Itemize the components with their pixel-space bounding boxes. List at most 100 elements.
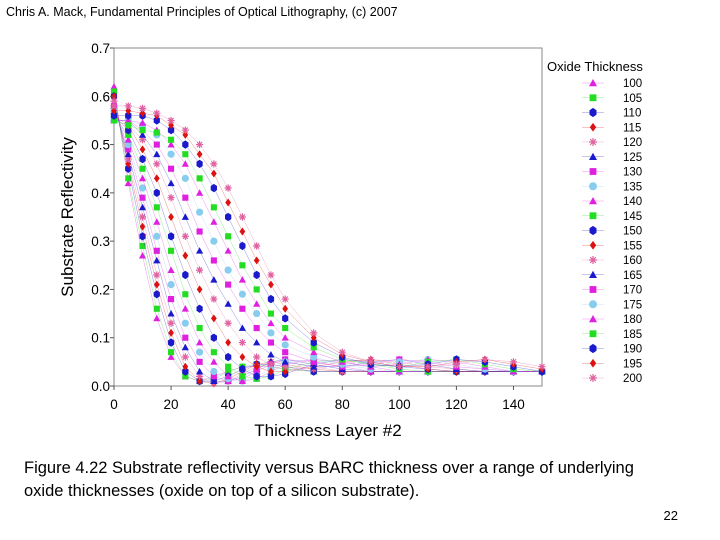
legend-marker [589,152,597,160]
legend-item-120: 120 [582,137,642,149]
legend-marker [589,240,597,250]
data-point [196,159,203,168]
legend-label: 105 [623,93,642,105]
x-tick-label: 0 [110,397,118,412]
y-tick-label: 0.4 [91,186,110,201]
data-point [225,352,232,362]
data-point [153,141,160,148]
data-point [282,304,289,313]
data-point [139,242,146,250]
legend-marker [589,168,597,175]
data-point [210,373,217,380]
x-tick-label: 100 [388,397,411,412]
figure-caption: Figure 4.22 Substrate reflectivity versu… [24,457,704,503]
data-point [167,338,175,347]
data-point [138,213,147,221]
data-point [225,212,232,222]
legend-label: 140 [623,196,642,208]
source-citation: Chris A. Mack, Fundamental Principles of… [6,5,398,19]
series-200 [110,102,546,371]
data-point [167,179,175,187]
data-marks [110,83,546,388]
data-point [267,271,275,279]
data-point [238,377,246,385]
data-point [267,360,275,368]
caption-line-2: oxide thicknesses (oxide on top of a sil… [24,482,420,500]
data-point [239,365,246,374]
data-point [181,126,189,134]
data-point [167,232,175,241]
series-line [114,105,543,367]
data-point [167,309,175,317]
data-point [253,286,260,293]
legend-item-180: 180 [582,314,642,326]
data-point [267,319,275,327]
series-line [113,120,543,372]
legend-label: 170 [623,285,642,297]
legend-item-160: 160 [582,255,642,267]
y-axis: 0.0 0.1 0.2 0.3 0.4 0.5 0.6 0.7 [91,41,114,394]
legend-marker [589,256,597,264]
data-point [225,281,232,288]
data-point [239,241,246,251]
data-point [125,131,132,138]
data-point [238,276,246,283]
x-axis: 0 20 40 60 80 100 120 140 [110,386,525,412]
data-point [139,194,146,201]
data-point [153,280,160,289]
legend-marker [589,197,597,205]
y-axis-label: Substrate Reflectivity [58,137,77,297]
legend-marker [589,107,597,118]
legend-item-135: 135 [582,181,642,193]
legend-label: 115 [623,122,641,134]
data-point [182,291,189,298]
legend-marker [589,138,597,146]
legend-item-150: 150 [582,226,642,238]
data-point [153,160,161,168]
page-number: 22 [663,508,678,523]
data-point [238,213,246,221]
legend-marker [589,374,597,382]
data-point [168,121,174,130]
legend-marker [589,300,597,309]
data-point [310,329,318,337]
data-point [153,109,161,117]
data-point [181,319,189,327]
legend-item-125: 125 [582,152,642,164]
data-point [196,324,203,332]
series-line [114,115,543,372]
data-point [139,145,146,154]
data-point [182,362,189,371]
data-point [138,131,147,138]
data-point [182,151,189,158]
data-point [281,334,289,341]
data-point [168,165,175,172]
data-point [110,97,118,105]
legend-label: 125 [623,152,642,164]
data-point [167,150,175,158]
data-point [181,343,189,351]
data-point [181,232,189,240]
data-point [268,280,274,289]
data-point [196,189,204,196]
data-point [153,204,160,211]
x-tick-label: 80 [335,397,350,412]
legend-label: 185 [623,329,642,341]
data-point [210,218,218,225]
data-point [182,194,189,201]
legend-label: 135 [623,181,642,193]
data-point [125,106,132,115]
data-point [138,174,147,182]
data-point [139,222,146,231]
data-point [282,367,289,376]
data-point [310,344,317,351]
legend-label: 180 [623,314,642,326]
data-point [224,266,232,274]
legend-marker [589,212,597,220]
legend-label: 130 [623,167,642,179]
data-point [253,372,260,381]
data-point [182,367,189,376]
legend-label: 110 [623,108,641,120]
data-point [267,329,275,337]
data-point [225,338,232,347]
